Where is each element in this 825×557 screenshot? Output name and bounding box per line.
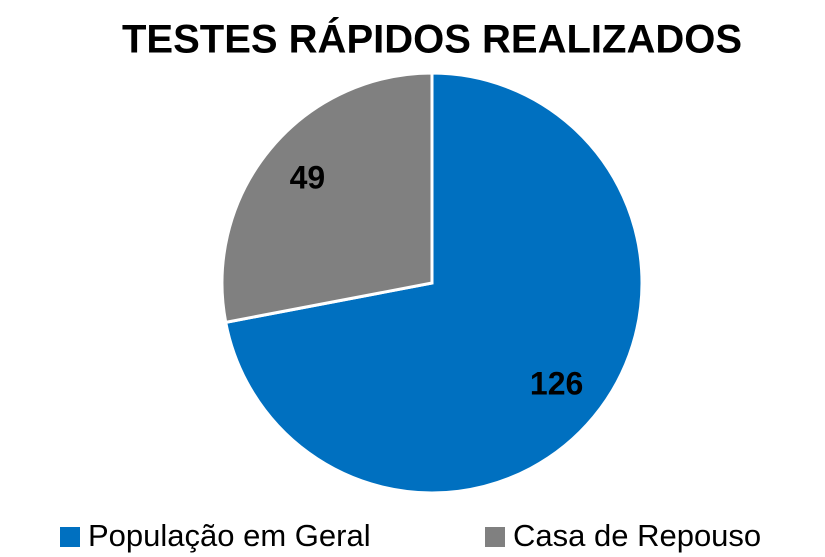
legend-swatch — [60, 527, 80, 547]
pie-slice — [223, 71, 644, 495]
pie-slice — [220, 71, 434, 325]
legend-swatch — [485, 527, 505, 547]
data-label: 126 — [530, 366, 583, 402]
legend-label: Casa de Repouso — [513, 518, 761, 553]
legend-label: População em Geral — [88, 518, 371, 553]
data-label: 49 — [290, 159, 326, 195]
chart-title: TESTES RÁPIDOS REALIZADOS — [122, 17, 742, 62]
